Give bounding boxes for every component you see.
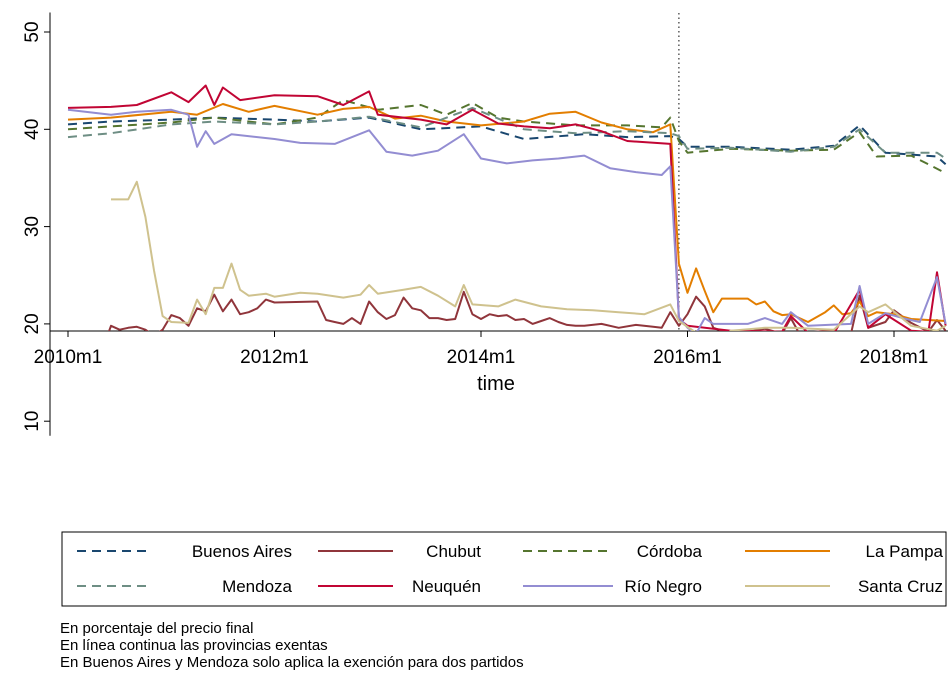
series-line-2 [108, 290, 947, 331]
note-3: En Buenos Aires y Mendoza solo aplica la… [60, 654, 524, 671]
series-line-3 [67, 99, 947, 174]
legend-label: Chubut [426, 542, 481, 561]
legend-box [61, 531, 947, 607]
x-axis-title: time [477, 373, 515, 395]
legend-label: La Pampa [866, 542, 944, 561]
series-line-4 [67, 103, 946, 323]
y-tick-label: 20 [22, 313, 43, 334]
axes: 10 20 30 40 50 2010m1 2012m1 2014m1 2016m1 2018m1… [22, 12, 948, 436]
legend: Buenos Aires Chubut Córdoba La Pampa Mendoza… [61, 531, 947, 607]
note-1: En porcentaje del precio final [60, 620, 254, 637]
y-tick-label: 30 [22, 216, 43, 237]
x-tick-label: 2014m1 [447, 347, 516, 368]
legend-label: Buenos Aires [192, 542, 292, 561]
x-tick-label: 2010m1 [34, 347, 103, 368]
y-tick-label: 40 [22, 119, 43, 140]
series-line-8 [111, 180, 947, 331]
series-line-6 [67, 84, 947, 331]
y-tick-label: 50 [22, 21, 43, 42]
legend-label: Mendoza [222, 577, 292, 596]
x-tick-label: 2012m1 [240, 347, 309, 368]
legend-label: Córdoba [637, 542, 703, 561]
x-tick-label: 2016m1 [653, 347, 722, 368]
legend-label: Río Negro [625, 577, 702, 596]
legend-label: Santa Cruz [858, 577, 943, 596]
y-tick-label: 10 [22, 411, 43, 432]
note-2: En línea continua las provincias exentas [60, 637, 328, 654]
plot-area [67, 13, 947, 331]
series-line-1 [67, 116, 947, 166]
notes: En porcentaje del precio final En línea … [60, 620, 524, 671]
series-line-7 [67, 108, 947, 331]
legend-label: Neuquén [412, 577, 481, 596]
x-tick-label: 2018m1 [860, 347, 929, 368]
